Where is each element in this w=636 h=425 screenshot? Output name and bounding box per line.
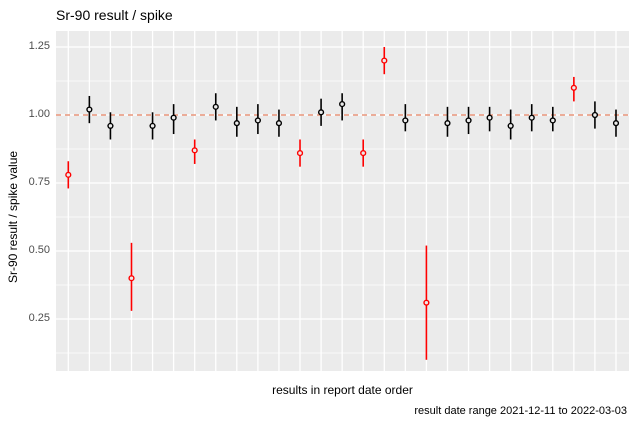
data-point: [612, 120, 620, 127]
data-point: [528, 114, 535, 121]
data-point: [339, 101, 346, 108]
x-axis-label: results in report date order: [272, 383, 413, 397]
data-point: [296, 149, 304, 157]
data-point: [402, 117, 409, 124]
y-axis-label: Sr-90 result / spike value: [6, 150, 20, 283]
data-point: [191, 147, 198, 154]
data-point: [591, 111, 599, 119]
y-tick-label: 1.00: [28, 108, 50, 120]
y-tick-label: 0.25: [28, 312, 50, 324]
data-point: [254, 117, 261, 124]
data-point: [381, 57, 388, 64]
data-point: [212, 103, 219, 110]
data-point: [86, 106, 93, 113]
chart-title: Sr-90 result / spike: [56, 7, 173, 23]
data-point: [360, 149, 367, 157]
data-point: [107, 122, 114, 129]
data-point: [486, 114, 493, 121]
data-point: [275, 120, 283, 127]
data-point: [423, 299, 430, 306]
y-tick-label: 0.50: [28, 244, 50, 256]
data-point: [317, 109, 325, 116]
data-point: [465, 117, 472, 124]
data-point: [170, 114, 177, 121]
data-point: [128, 275, 135, 282]
data-point: [444, 120, 451, 127]
data-point: [233, 120, 240, 127]
y-tick-label: 1.25: [28, 40, 50, 52]
data-point: [65, 171, 72, 178]
data-point: [549, 117, 556, 124]
data-point: [149, 122, 156, 129]
data-point: [507, 122, 514, 129]
chart-caption: result date range 2021-12-11 to 2022-03-…: [414, 405, 627, 417]
data-point: [570, 84, 577, 91]
y-tick-label: 0.75: [28, 176, 50, 188]
